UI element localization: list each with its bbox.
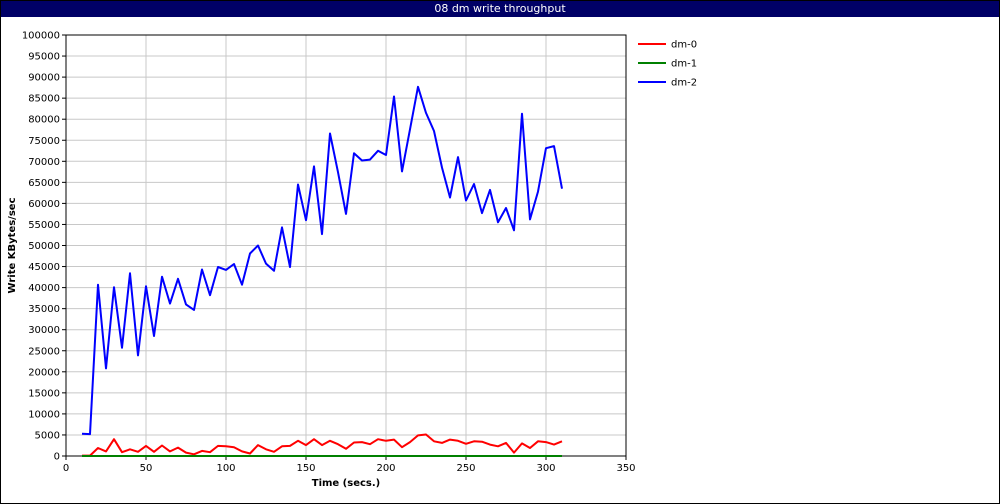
- x-tick-label: 250: [456, 463, 475, 474]
- y-tick-label: 20000: [28, 367, 60, 378]
- chart-title: 08 dm write throughput: [1, 1, 999, 17]
- y-tick-label: 60000: [28, 199, 60, 210]
- x-tick-label: 50: [140, 463, 153, 474]
- y-tick-label: 5000: [35, 430, 60, 441]
- y-tick-label: 55000: [28, 220, 60, 231]
- x-tick-label: 100: [216, 463, 235, 474]
- y-tick-label: 45000: [28, 262, 60, 273]
- x-axis-label: Time (secs.): [312, 478, 381, 489]
- x-tick-label: 300: [536, 463, 555, 474]
- y-tick-label: 90000: [28, 73, 60, 84]
- y-tick-label: 15000: [28, 388, 60, 399]
- y-tick-label: 50000: [28, 241, 60, 252]
- y-tick-label: 100000: [22, 31, 60, 42]
- y-tick-label: 95000: [28, 52, 60, 63]
- y-axis-label: Write KBytes/sec: [7, 197, 18, 293]
- y-tick-label: 10000: [28, 409, 60, 420]
- y-tick-label: 40000: [28, 283, 60, 294]
- y-tick-label: 25000: [28, 346, 60, 357]
- y-axis: 0 5000 10000 15000 20000 25000 30000 35000 40000…: [22, 31, 66, 463]
- x-axis: 0 50 100 150 200 250 300 350: [63, 456, 636, 474]
- x-tick-label: 0: [63, 463, 69, 474]
- x-tick-label: 200: [376, 463, 395, 474]
- x-tick-label: 350: [616, 463, 635, 474]
- legend-label-dm-0: dm-0: [671, 40, 697, 51]
- y-tick-label: 85000: [28, 94, 60, 105]
- legend-label-dm-1: dm-1: [671, 59, 697, 70]
- legend: dm-0 dm-1 dm-2: [638, 40, 697, 89]
- y-tick-label: 75000: [28, 136, 60, 147]
- y-tick-label: 80000: [28, 115, 60, 126]
- y-tick-label: 70000: [28, 157, 60, 168]
- y-tick-label: 65000: [28, 178, 60, 189]
- y-tick-label: 0: [54, 452, 60, 463]
- grid: [65, 34, 627, 457]
- y-tick-label: 35000: [28, 304, 60, 315]
- series-layer: [81, 85, 563, 457]
- x-tick-label: 150: [296, 463, 315, 474]
- series-line-dm-2: [81, 85, 563, 436]
- legend-label-dm-2: dm-2: [671, 78, 697, 89]
- series-line-dm-0: [82, 433, 563, 457]
- y-tick-label: 30000: [28, 325, 60, 336]
